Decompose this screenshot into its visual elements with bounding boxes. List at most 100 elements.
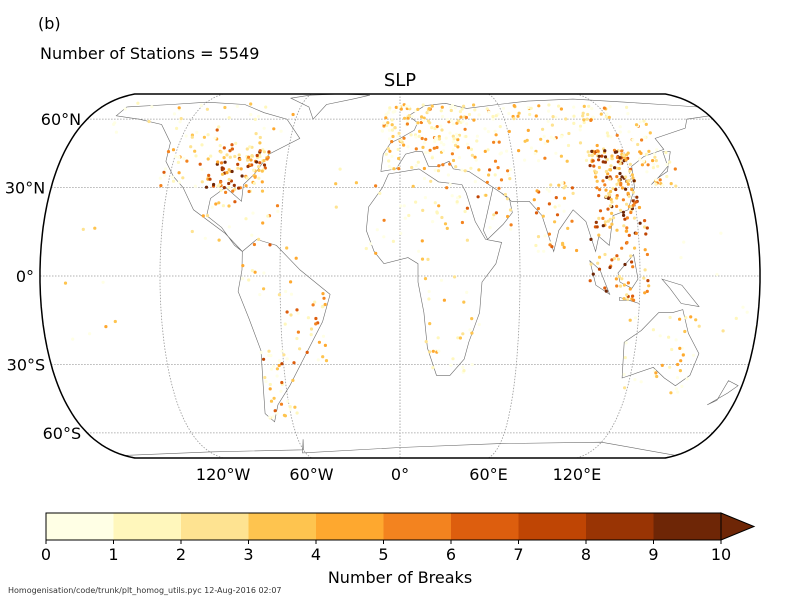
station-point xyxy=(414,147,418,151)
station-point xyxy=(622,283,627,287)
station-point xyxy=(694,318,698,322)
station-point xyxy=(651,159,655,163)
station-point xyxy=(470,153,474,157)
station-point xyxy=(219,150,223,154)
footer-text: Homogenisation/code/trunk/plt_homog_util… xyxy=(8,586,282,595)
station-point xyxy=(587,104,591,108)
station-point xyxy=(268,382,272,387)
station-point xyxy=(162,170,166,174)
station-point xyxy=(316,358,320,362)
colorbar-segment xyxy=(316,513,384,540)
station-point xyxy=(245,147,249,151)
station-point xyxy=(610,211,614,215)
station-point xyxy=(437,204,441,208)
station-point xyxy=(523,158,527,162)
station-point xyxy=(214,202,218,206)
station-point xyxy=(447,120,451,124)
station-point xyxy=(669,391,673,395)
station-point xyxy=(591,153,595,157)
station-point xyxy=(286,399,290,404)
station-point xyxy=(626,112,630,116)
station-point xyxy=(219,188,223,192)
station-point xyxy=(416,107,420,111)
station-point xyxy=(627,233,631,237)
station-point xyxy=(745,310,749,314)
station-point xyxy=(689,315,693,319)
station-point xyxy=(257,168,261,172)
station-point xyxy=(445,117,450,122)
station-point xyxy=(397,131,401,135)
station-point xyxy=(200,143,204,147)
station-point xyxy=(678,369,683,373)
station-point xyxy=(437,134,441,139)
station-point xyxy=(625,226,629,230)
station-point xyxy=(475,134,479,138)
station-point xyxy=(653,152,657,156)
station-point xyxy=(553,220,557,224)
station-point xyxy=(534,211,539,215)
station-point xyxy=(462,300,466,304)
station-point xyxy=(420,115,424,119)
station-point xyxy=(644,232,648,236)
station-point xyxy=(172,112,177,116)
station-point xyxy=(628,162,632,166)
station-point xyxy=(222,156,226,160)
station-point xyxy=(386,111,390,115)
station-point xyxy=(436,169,441,173)
station-point xyxy=(442,298,446,302)
station-point xyxy=(413,109,417,113)
station-point xyxy=(430,104,434,108)
station-point xyxy=(456,135,460,139)
station-point xyxy=(295,336,299,341)
station-point xyxy=(562,209,566,213)
station-point xyxy=(368,242,373,246)
station-point xyxy=(506,214,510,219)
station-point xyxy=(147,119,151,124)
station-point xyxy=(306,316,310,320)
station-point xyxy=(262,159,266,163)
station-point xyxy=(451,134,455,138)
station-point xyxy=(292,361,296,365)
station-point xyxy=(470,331,474,335)
station-point xyxy=(631,199,635,203)
station-point xyxy=(608,265,612,270)
station-point xyxy=(386,147,390,151)
station-point xyxy=(543,234,547,238)
station-point xyxy=(516,114,520,118)
station-point xyxy=(625,240,629,245)
station-point xyxy=(391,110,395,114)
station-point xyxy=(670,347,674,352)
station-point xyxy=(253,270,257,274)
colorbar-tick-label: 2 xyxy=(176,545,186,564)
station-point xyxy=(280,362,284,366)
station-point xyxy=(465,206,469,210)
coastline xyxy=(237,239,331,423)
station-point xyxy=(622,372,626,377)
station-point xyxy=(487,110,491,114)
station-point xyxy=(249,158,253,162)
station-point xyxy=(463,209,467,214)
station-point xyxy=(572,105,576,109)
station-point xyxy=(664,150,668,155)
station-point xyxy=(631,176,635,180)
station-point xyxy=(458,110,462,114)
station-point xyxy=(681,353,685,357)
station-point xyxy=(179,117,183,121)
station-point xyxy=(604,188,608,192)
station-point xyxy=(597,194,601,198)
station-point xyxy=(461,332,465,336)
station-point xyxy=(582,118,586,122)
station-point xyxy=(465,238,469,242)
station-point xyxy=(592,164,596,168)
station-point xyxy=(590,107,594,111)
station-point xyxy=(621,210,626,214)
station-point xyxy=(263,166,267,170)
station-point xyxy=(485,107,489,111)
station-point xyxy=(423,196,427,200)
station-point xyxy=(597,267,602,271)
station-point xyxy=(599,112,603,116)
station-point xyxy=(205,214,210,218)
station-point xyxy=(455,200,459,204)
station-point xyxy=(455,140,459,145)
station-point xyxy=(441,149,446,153)
